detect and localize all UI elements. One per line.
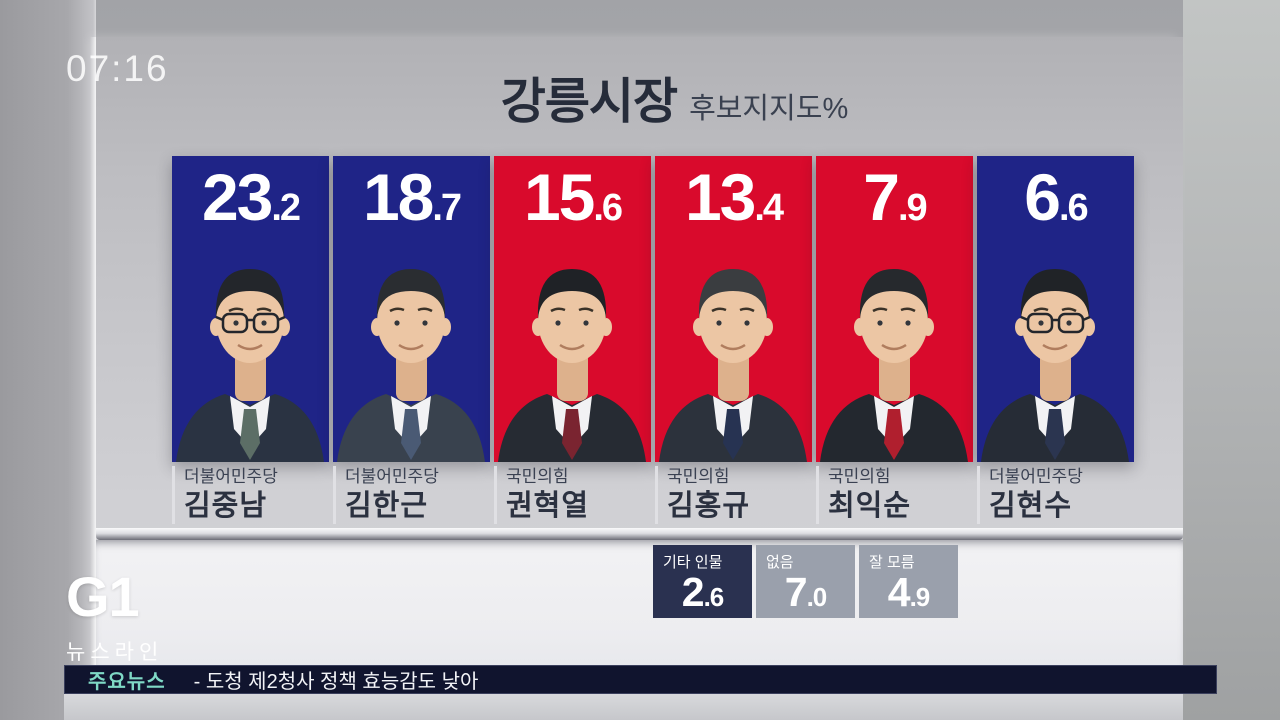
other-stat-box: 없음 7.0 [756, 545, 855, 618]
bottom-strip [64, 694, 1183, 720]
other-stat-dec: .0 [806, 582, 828, 612]
candidate-label: 더불어민주당 김한근 [333, 466, 490, 525]
candidate-card: 18.7 [333, 156, 490, 462]
support-percentage: 13.4 [655, 156, 812, 236]
support-percentage-dec: .9 [898, 187, 928, 229]
other-stat-box: 기타 인물 2.6 [653, 545, 752, 618]
other-stat-label: 잘 모름 [869, 554, 915, 571]
candidate-party: 국민의힘 [828, 467, 891, 486]
support-percentage-dec: .4 [754, 187, 784, 229]
support-percentage: 23.2 [172, 156, 329, 236]
others-stats-row: 기타 인물 2.6 없음 7.0 잘 모름 4.9 [653, 545, 958, 618]
clock: 07:16 [66, 48, 169, 89]
support-percentage: 18.7 [333, 156, 490, 236]
candidate-photo [659, 269, 807, 462]
support-percentage-int: 18 [362, 160, 434, 234]
ticker-label: 주요뉴스 [88, 671, 166, 693]
candidate-party: 더불어민주당 [184, 467, 278, 486]
candidate-name: 권혁열 [506, 490, 590, 523]
support-percentage-int: 6 [1024, 160, 1061, 234]
support-percentage-dec: .2 [271, 187, 301, 229]
candidate-card: 23.2 [172, 156, 329, 462]
candidate-card: 6.6 [977, 156, 1134, 462]
support-percentage-int: 15 [523, 160, 595, 234]
poll-title: 강릉시장 [500, 75, 678, 129]
other-stat-label: 없음 [766, 554, 794, 571]
other-stat-int: 2 [681, 569, 705, 615]
other-stat-label: 기타 인물 [663, 554, 723, 571]
glasses-icon [1020, 312, 1091, 334]
studio-wall-right [1183, 0, 1280, 720]
other-stat-value: 4.9 [859, 569, 958, 616]
candidate-label: 더불어민주당 김현수 [977, 466, 1134, 525]
studio-wall-left [0, 0, 96, 720]
poll-subtitle: 후보지지도% [689, 93, 849, 125]
support-percentage: 15.6 [494, 156, 651, 236]
candidate-card: 15.6 [494, 156, 651, 462]
candidate-photo [337, 269, 485, 462]
other-stat-value: 7.0 [756, 569, 855, 616]
candidate-name: 김중남 [184, 490, 268, 523]
support-percentage: 6.6 [977, 156, 1134, 236]
candidate-party: 더불어민주당 [345, 467, 439, 486]
panel-edge-highlight [90, 37, 96, 700]
candidate-name: 김홍규 [667, 490, 751, 523]
support-percentage-int: 23 [201, 160, 273, 234]
candidate-label: 국민의힘 권혁열 [494, 466, 651, 525]
other-stat-value: 2.6 [653, 569, 752, 616]
candidate-party: 더불어민주당 [989, 467, 1083, 486]
candidate-party: 국민의힘 [506, 467, 569, 486]
other-stat-dec: .6 [703, 582, 725, 612]
candidate-photo [176, 269, 324, 462]
support-percentage-int: 13 [684, 160, 756, 234]
candidate-photo [498, 269, 646, 462]
ticker-headline: - 도청 제2청사 정책 효능감도 낮아 [193, 671, 479, 693]
support-percentage-dec: .7 [432, 187, 462, 229]
glasses-icon [215, 312, 286, 334]
other-stat-dec: .9 [909, 582, 931, 612]
support-percentage-dec: .6 [593, 187, 623, 229]
candidate-label: 국민의힘 김홍규 [655, 466, 812, 525]
candidate-cards-row: 23.2 18.7 [172, 156, 1134, 462]
candidate-name: 김한근 [345, 490, 429, 523]
other-stat-box: 잘 모름 4.9 [859, 545, 958, 618]
candidate-label: 더불어민주당 김중남 [172, 466, 329, 525]
channel-logo: G1 [66, 565, 140, 628]
candidate-card: 13.4 [655, 156, 812, 462]
news-ticker: 주요뉴스 - 도청 제2청사 정책 효능감도 낮아 [64, 665, 1217, 694]
program-name: 뉴스라인 [66, 641, 164, 664]
other-stat-int: 7 [784, 569, 808, 615]
candidate-party: 국민의힘 [667, 467, 730, 486]
candidate-photo [820, 269, 968, 462]
candidate-card: 7.9 [816, 156, 973, 462]
candidate-name: 김현수 [989, 490, 1073, 523]
support-percentage-int: 7 [863, 160, 900, 234]
support-percentage-dec: .6 [1059, 187, 1089, 229]
candidate-name: 최익순 [828, 490, 912, 523]
poll-title-row: 강릉시장 후보지지도% [96, 62, 1183, 133]
candidate-labels-row: 더불어민주당 김중남 더불어민주당 김한근 국민의힘 권혁열 국민의힘 김홍규 … [172, 466, 1134, 525]
candidate-photo [981, 269, 1129, 462]
support-percentage: 7.9 [816, 156, 973, 236]
other-stat-int: 4 [887, 569, 911, 615]
panel-ledge [96, 528, 1183, 540]
candidate-label: 국민의힘 최익순 [816, 466, 973, 525]
